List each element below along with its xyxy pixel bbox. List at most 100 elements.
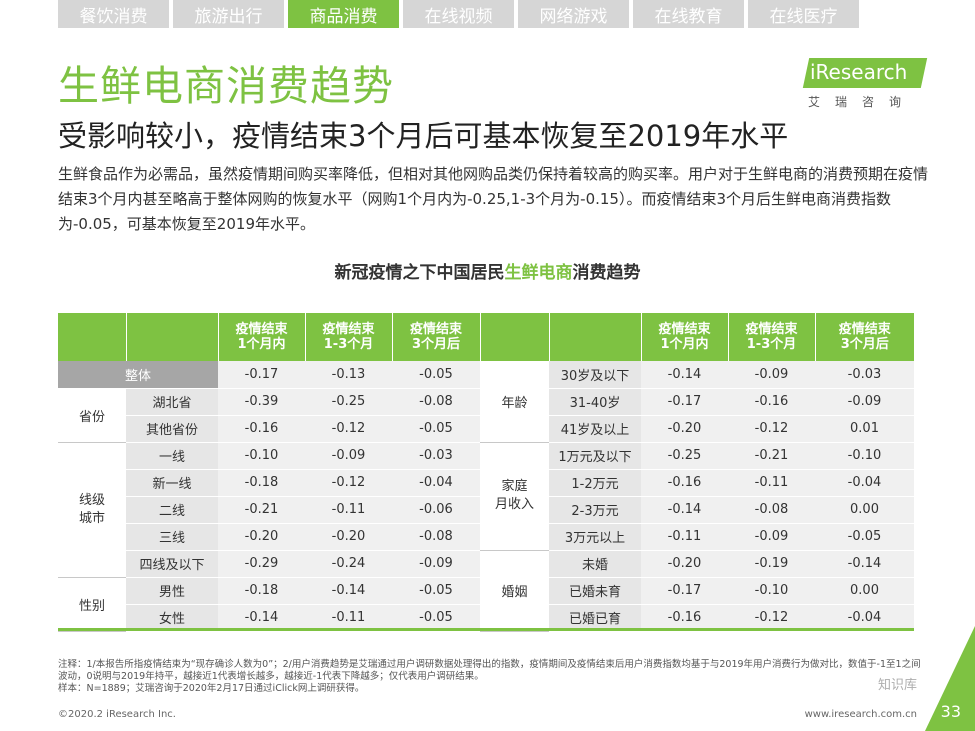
table-cell: -0.10: [218, 442, 305, 470]
table-cell: -0.05: [392, 604, 480, 632]
website-url[interactable]: www.iresearch.com.cn: [804, 709, 917, 720]
table-cell: -0.09: [392, 550, 480, 578]
watermark: 知识库: [878, 678, 918, 693]
row-label: 四线及以下: [126, 550, 218, 578]
corner-decoration: [925, 626, 975, 731]
table-cell: -0.09: [728, 361, 815, 389]
table-cell: -0.09: [728, 523, 815, 551]
table-cell: -0.14: [641, 361, 728, 389]
row-label: 其他省份: [126, 415, 218, 443]
table-cell: -0.04: [392, 469, 480, 497]
header-right-1m: 疫情结束 1个月内: [641, 313, 729, 361]
table-cell: -0.14: [305, 577, 392, 605]
table-cell: -0.11: [641, 523, 728, 551]
table-cell: -0.29: [218, 550, 305, 578]
table-row: 新一线 -0.18 -0.12 -0.04 1-2万元 -0.16 -0.11 …: [58, 469, 914, 497]
table-cell: -0.08: [728, 496, 815, 524]
header-right-1-3m: 疫情结束 1-3个月: [728, 313, 816, 361]
row-label: 男性: [126, 577, 218, 605]
table-cell: -0.12: [305, 469, 392, 497]
table-row: 二线 -0.21 -0.11 -0.06 2-3万元 -0.14 -0.08 0…: [58, 496, 914, 524]
table-cell: -0.05: [392, 577, 480, 605]
group-label-city-tier: 线级 城市: [58, 442, 126, 578]
table-cell: -0.21: [728, 442, 815, 470]
table-row: 省份 湖北省 -0.39 -0.25 -0.08 31-40岁 -0.17 -0…: [58, 388, 914, 443]
tab-video[interactable]: 在线视频: [403, 0, 514, 28]
table-row: 性别 男性 -0.18 -0.14 -0.05 已婚未育 -0.17 -0.10…: [58, 577, 914, 632]
tab-travel[interactable]: 旅游出行: [173, 0, 284, 28]
row-label: 41岁及以上: [549, 415, 641, 443]
table-cell: -0.18: [218, 577, 305, 605]
table-cell: -0.08: [392, 523, 480, 551]
table-cell: -0.25: [641, 442, 728, 470]
table-cell: -0.17: [641, 577, 728, 605]
table-row: 三线 -0.20 -0.20 -0.08 3万元以上 -0.11 -0.09 -…: [58, 523, 914, 551]
table-cell: -0.11: [305, 604, 392, 632]
table-cell: -0.39: [218, 388, 305, 416]
table-cell: -0.05: [815, 523, 914, 551]
logo-subtext: 艾瑞咨询: [808, 95, 917, 109]
row-label: 三线: [126, 523, 218, 551]
tab-games[interactable]: 网络游戏: [518, 0, 629, 28]
row-label: 整体: [58, 361, 218, 389]
iresearch-logo: iResearch 艾瑞咨询: [802, 52, 928, 114]
table-cell: -0.20: [218, 523, 305, 551]
table-cell: -0.04: [815, 604, 914, 632]
table-cell: -0.14: [815, 550, 914, 578]
footnote-sample: 样本：N=1889；艾瑞咨询于2020年2月17日通过iClick网上调研获得。: [58, 683, 365, 694]
tab-medical[interactable]: 在线医疗: [748, 0, 859, 28]
row-label: 2-3万元: [549, 496, 641, 524]
table-cell: -0.05: [392, 361, 480, 389]
table-cell: -0.20: [305, 523, 392, 551]
table-cell: -0.11: [305, 496, 392, 524]
table-row: 其他省份 -0.16 -0.12 -0.05 41岁及以上 -0.20 -0.1…: [58, 415, 914, 443]
table-cell: -0.25: [305, 388, 392, 416]
table-title: 新冠疫情之下中国居民生鲜电商消费趋势: [0, 258, 975, 283]
consumption-trend-table: 疫情结束 1个月内 疫情结束 1-3个月 疫情结束 3个月后 疫情结束 1个月内 疫情结…: [58, 313, 914, 632]
table-cell: -0.18: [218, 469, 305, 497]
table-title-highlight: 生鲜电商: [504, 263, 573, 283]
table-row: 四线及以下 -0.29 -0.24 -0.09 婚姻 未婚 -0.20 -0.1…: [58, 550, 914, 632]
row-label: 31-40岁: [549, 388, 641, 416]
header-right-3m: 疫情结束 3个月后: [815, 313, 914, 361]
table-cell: 0.00: [815, 496, 914, 524]
row-label: 女性: [126, 604, 218, 632]
row-label: 3万元以上: [549, 523, 641, 551]
category-tabs: 餐饮消费 旅游出行 商品消费 在线视频 网络游戏 在线教育 在线医疗: [58, 0, 863, 28]
table-cell: -0.12: [305, 415, 392, 443]
table-row: 线级 城市 一线 -0.10 -0.09 -0.03 家庭 月收入 1万元及以下…: [58, 442, 914, 578]
page-subtitle: 受影响较小，疫情结束3个月后可基本恢复至2019年水平: [58, 119, 789, 153]
group-label-gender: 性别: [58, 577, 126, 632]
table-cell: -0.11: [728, 469, 815, 497]
group-label-province: 省份: [58, 388, 126, 443]
table-header-row: 疫情结束 1个月内 疫情结束 1-3个月 疫情结束 3个月后 疫情结束 1个月内 疫情结…: [58, 313, 914, 361]
summary-paragraph: 生鲜食品作为必需品，虽然疫情期间购买率降低，但相对其他网购品类仍保持着较高的购买…: [58, 165, 929, 233]
table-cell: -0.16: [641, 469, 728, 497]
row-label: 新一线: [126, 469, 218, 497]
table-cell: -0.17: [218, 361, 305, 389]
group-label-marriage: 婚姻: [480, 550, 549, 632]
table-cell: -0.03: [392, 442, 480, 470]
tab-education[interactable]: 在线教育: [633, 0, 744, 28]
copyright: ©2020.2 iResearch Inc.: [58, 709, 176, 720]
table-cell: -0.10: [728, 577, 815, 605]
header-left-3m: 疫情结束 3个月后: [392, 313, 481, 361]
group-label-income: 家庭 月收入: [480, 442, 549, 551]
table-cell: -0.04: [815, 469, 914, 497]
table-cell: -0.20: [641, 415, 728, 443]
row-label: 湖北省: [126, 388, 218, 416]
table-title-before: 新冠疫情之下中国居民: [334, 263, 505, 283]
row-label: 1万元及以下: [549, 442, 641, 470]
logo-text: iResearch: [810, 60, 908, 84]
table-cell: -0.09: [305, 442, 392, 470]
table-cell: -0.12: [728, 604, 815, 632]
table-row: 整体 -0.17 -0.13 -0.05 年龄 30岁及以下 -0.14 -0.…: [58, 361, 914, 443]
tab-goods[interactable]: 商品消费: [288, 0, 399, 28]
footnote-note: 注释：1/本报告所指疫情结束为“现存确诊人数为0”；2/用户消费趋势是艾瑞通过用…: [58, 659, 921, 682]
table-cell: -0.06: [392, 496, 480, 524]
header-left-1m: 疫情结束 1个月内: [218, 313, 306, 361]
tab-dining[interactable]: 餐饮消费: [58, 0, 169, 28]
row-label: 二线: [126, 496, 218, 524]
header-left-1-3m: 疫情结束 1-3个月: [305, 313, 393, 361]
row-label: 已婚已育: [549, 604, 641, 632]
